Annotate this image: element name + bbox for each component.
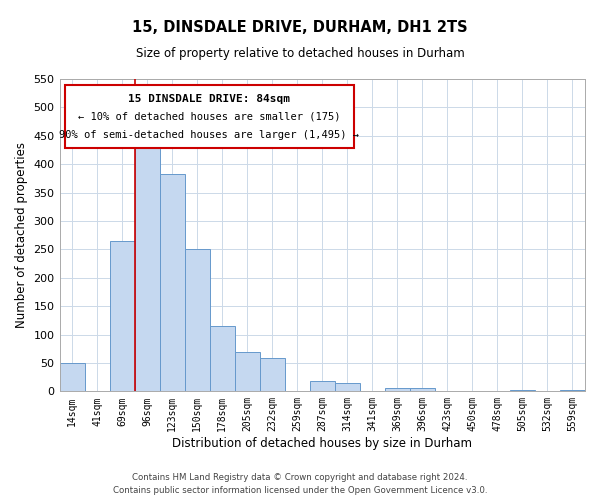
Bar [185, 250, 209, 392]
Text: 15, DINSDALE DRIVE, DURHAM, DH1 2TS: 15, DINSDALE DRIVE, DURHAM, DH1 2TS [132, 20, 468, 35]
Bar [260, 358, 285, 392]
Bar [235, 352, 260, 392]
Text: 90% of semi-detached houses are larger (1,495) →: 90% of semi-detached houses are larger (… [59, 130, 359, 140]
Bar [59, 363, 85, 392]
Bar [110, 241, 134, 392]
Bar [160, 174, 185, 392]
Text: Size of property relative to detached houses in Durham: Size of property relative to detached ho… [136, 48, 464, 60]
Bar [134, 147, 160, 392]
Bar [510, 390, 535, 392]
Bar [209, 326, 235, 392]
Bar [310, 381, 335, 392]
Text: Contains HM Land Registry data © Crown copyright and database right 2024.
Contai: Contains HM Land Registry data © Crown c… [113, 474, 487, 495]
Text: 15 DINSDALE DRIVE: 84sqm: 15 DINSDALE DRIVE: 84sqm [128, 94, 290, 104]
Bar [560, 390, 585, 392]
Bar [335, 383, 360, 392]
X-axis label: Distribution of detached houses by size in Durham: Distribution of detached houses by size … [172, 437, 472, 450]
FancyBboxPatch shape [65, 85, 354, 148]
Bar [410, 388, 435, 392]
Y-axis label: Number of detached properties: Number of detached properties [15, 142, 28, 328]
Text: ← 10% of detached houses are smaller (175): ← 10% of detached houses are smaller (17… [78, 112, 341, 122]
Bar [385, 388, 410, 392]
